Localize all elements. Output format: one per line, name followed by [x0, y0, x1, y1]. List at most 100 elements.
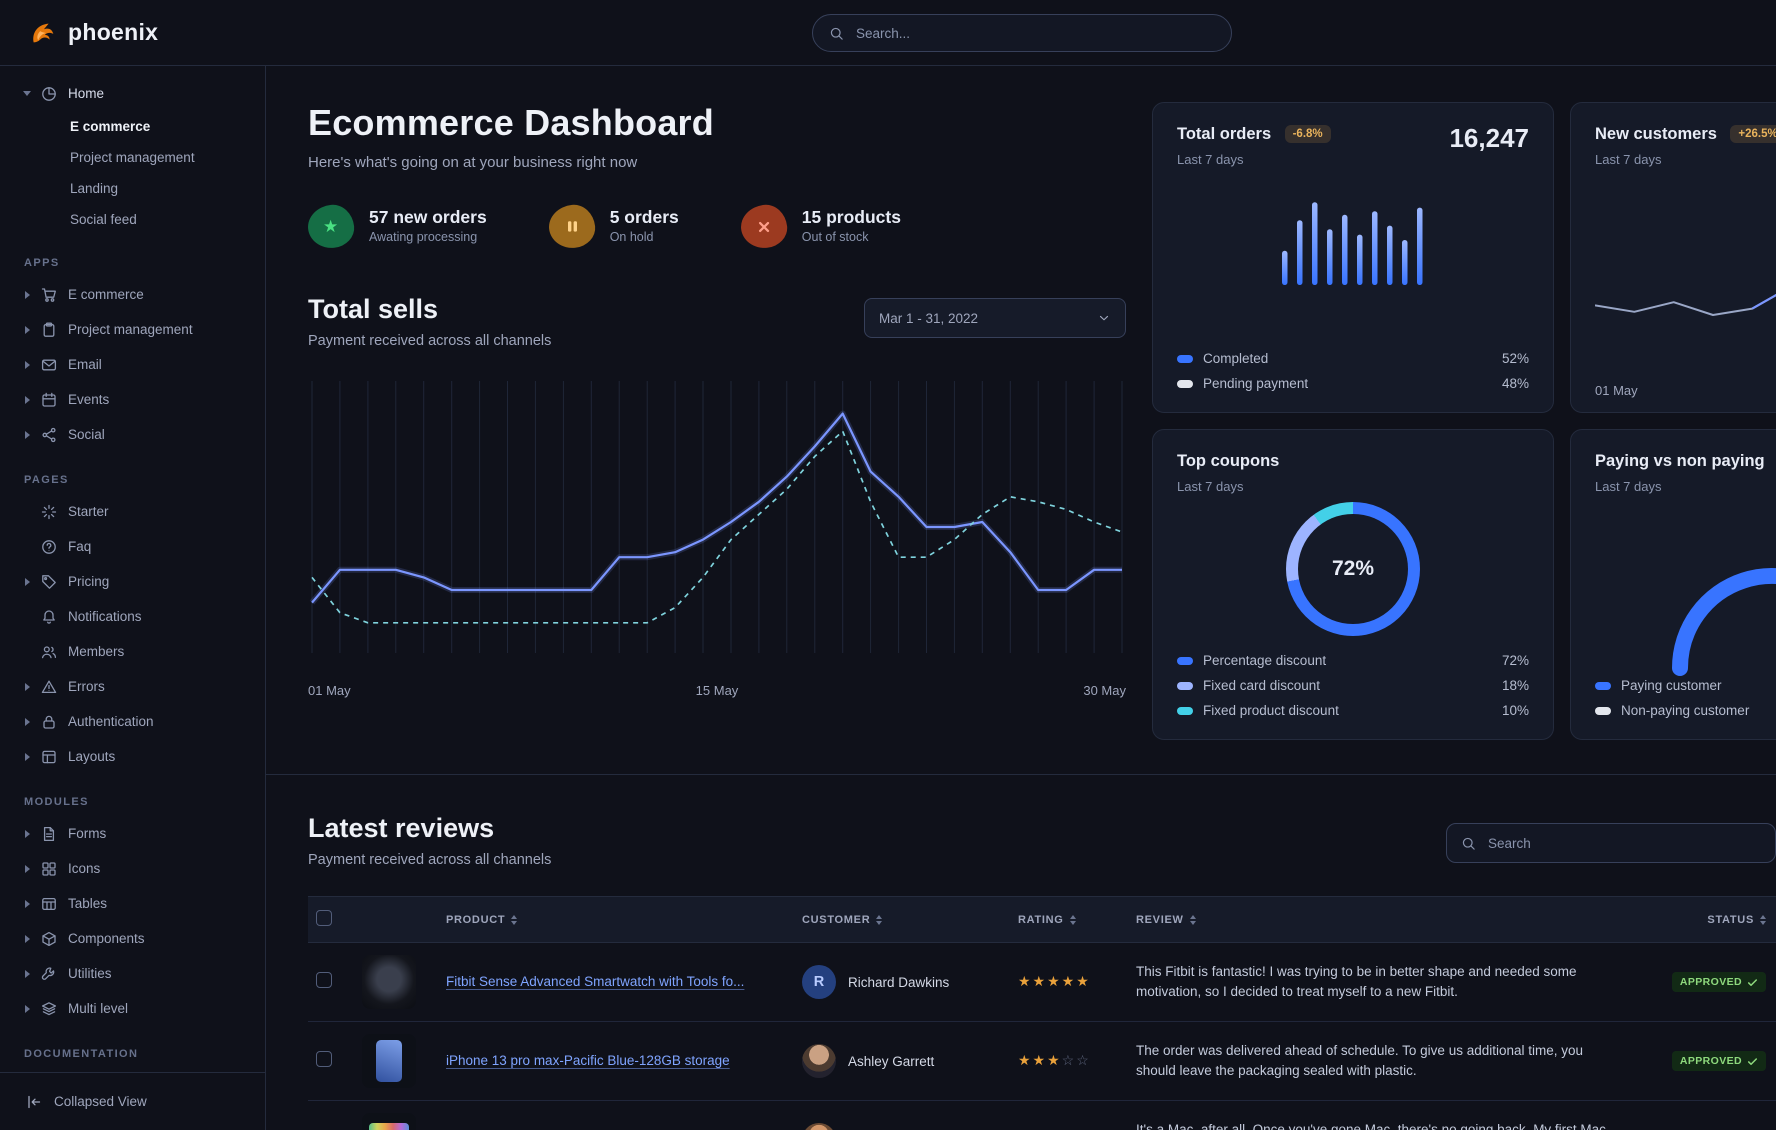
sort-icon[interactable]	[511, 914, 518, 925]
file-icon	[41, 826, 59, 842]
global-search-input[interactable]	[854, 24, 1215, 42]
table-row: iPhone 13 pro max-Pacific Blue-128GB sto…	[308, 1021, 1776, 1101]
table-row: It's a Mac, after all. Once you've gone …	[308, 1100, 1776, 1130]
total-orders-legend: Completed 52% Pending payment 48%	[1177, 346, 1529, 396]
shell: Home E commerce Project management Landing S…	[0, 66, 1776, 1130]
sidebar-item-starter[interactable]: Starter	[12, 494, 253, 529]
help-icon	[41, 539, 59, 555]
date-range-select[interactable]: Mar 1 - 31, 2022	[864, 298, 1126, 338]
avatar	[802, 1044, 836, 1078]
sidebar-subitem-social-feed[interactable]: Social feed	[70, 212, 137, 227]
sidebar-item-tables[interactable]: Tables	[12, 886, 253, 921]
total-sells-title: Total sells	[308, 294, 439, 324]
sidebar-subitem-landing[interactable]: Landing	[70, 181, 119, 196]
total-sells-x-labels: 01 May 15 May 30 May	[308, 683, 1126, 698]
star-icon: ★	[305, 202, 357, 251]
select-all-checkbox[interactable]	[316, 910, 332, 926]
sidebar-item-authentication[interactable]: Authentication	[12, 704, 253, 739]
sidebar-item-utilities[interactable]: Utilities	[12, 956, 253, 991]
sidebar-item-multi-level[interactable]: Multi level	[12, 991, 253, 1026]
sort-icon[interactable]	[876, 914, 883, 925]
column-header-customer[interactable]: CUSTOMER	[794, 896, 1010, 943]
sidebar-item-label: Forms	[68, 826, 107, 841]
column-header-product[interactable]: PRODUCT	[438, 896, 794, 943]
paying-legend: Paying customer Non-paying customer	[1595, 673, 1776, 723]
collapsed-view-toggle[interactable]: Collapsed View	[0, 1072, 265, 1130]
product-link[interactable]: Fitbit Sense Advanced Smartwatch with To…	[446, 974, 745, 989]
reviews-search-input[interactable]	[1486, 834, 1761, 852]
table-row: Fitbit Sense Advanced Smartwatch with To…	[308, 942, 1776, 1022]
sidebar-section-label-pages: PAGES	[24, 474, 69, 486]
sort-icon[interactable]	[1760, 914, 1766, 925]
sidebar-item-components[interactable]: Components	[12, 921, 253, 956]
legend-value: 10%	[1501, 703, 1529, 718]
product-thumbnail[interactable]	[362, 955, 416, 1009]
caret-right-icon	[22, 291, 32, 299]
sidebar: Home E commerce Project management Landing S…	[0, 66, 266, 1130]
sidebar-section-label-apps: APPS	[24, 257, 60, 269]
row-checkbox[interactable]	[316, 1050, 332, 1067]
sidebar-item-label: Errors	[68, 679, 105, 694]
card-total-orders: Total orders -6.8% Last 7 days 16,247 Co…	[1152, 102, 1554, 413]
sidebar-item-social[interactable]: Social	[12, 417, 253, 452]
brand[interactable]: phoenix	[28, 18, 158, 48]
sort-icon[interactable]	[1189, 914, 1196, 925]
column-header-review[interactable]: REVIEW	[1128, 896, 1628, 943]
sidebar-item-e-commerce[interactable]: E commerce	[12, 277, 253, 312]
sidebar-item-errors[interactable]: Errors	[12, 669, 253, 704]
latest-reviews-title: Latest reviews	[308, 813, 495, 843]
legend-row-pending-payment: Pending payment 48%	[1177, 371, 1529, 396]
sidebar-subitem-project-management[interactable]: Project management	[70, 150, 195, 165]
sidebar-item-layouts[interactable]: Layouts	[12, 739, 253, 774]
sidebar-item-home[interactable]: Home	[12, 76, 253, 111]
top-coupons-legend: Percentage discount 72% Fixed card discoun…	[1177, 648, 1529, 723]
caret-right-icon	[22, 431, 32, 439]
total-sells-header: Total sells Payment received across all …	[308, 294, 1126, 349]
brand-name: phoenix	[68, 19, 159, 45]
card-title: New customers	[1595, 125, 1717, 143]
product-thumbnail[interactable]	[362, 1113, 416, 1130]
legend-swatch	[1595, 706, 1611, 715]
sidebar-item-members[interactable]: Members	[12, 634, 253, 669]
clipboard-icon	[41, 322, 59, 338]
sidebar-item-label: Social	[68, 427, 105, 442]
collapse-icon	[26, 1094, 42, 1110]
sidebar-section-label-modules: MODULES	[24, 796, 89, 808]
sidebar-item-faq[interactable]: Faq	[12, 529, 253, 564]
sort-icon[interactable]	[1069, 914, 1076, 925]
sidebar-subitem-e-commerce[interactable]: E commerce	[70, 119, 151, 134]
alert-icon	[41, 679, 59, 695]
rating-stars: ★★★☆☆	[1018, 1052, 1091, 1068]
legend-label: Fixed product discount	[1203, 703, 1339, 718]
total-sells-subtitle: Payment received across all channels	[308, 333, 552, 349]
stat-caption: Out of stock	[801, 230, 869, 244]
product-link[interactable]: iPhone 13 pro max-Pacific Blue-128GB sto…	[446, 1053, 730, 1068]
stat-on-hold: 5 orders On hold	[546, 202, 679, 251]
sidebar-item-pricing[interactable]: Pricing	[12, 564, 253, 599]
customer-name: Richard Dawkins	[848, 974, 950, 990]
global-search[interactable]	[812, 14, 1232, 52]
dashboard-top: Ecommerce Dashboard Here's what's going …	[266, 66, 1776, 740]
legend-row-paying-customer: Paying customer	[1595, 673, 1776, 698]
stat-caption: Awating processing	[369, 230, 478, 244]
sidebar-item-events[interactable]: Events	[12, 382, 253, 417]
page-title: Ecommerce Dashboard	[308, 102, 714, 143]
sidebar-item-email[interactable]: Email	[12, 347, 253, 382]
sidebar-item-label: Components	[68, 931, 145, 946]
column-header-status[interactable]: STATUS	[1628, 896, 1776, 943]
sidebar-item-icons[interactable]: Icons	[12, 851, 253, 886]
status-badge: APPROVED	[1671, 972, 1766, 992]
check-icon	[1747, 1056, 1758, 1067]
row-checkbox[interactable]	[316, 971, 332, 988]
chevron-down-icon	[1097, 311, 1111, 325]
reviews-search[interactable]	[1446, 823, 1776, 863]
sidebar-item-project-management[interactable]: Project management	[12, 312, 253, 347]
product-thumbnail[interactable]	[362, 1034, 416, 1088]
column-header-rating[interactable]: RATING	[1010, 896, 1128, 943]
grid-icon	[41, 861, 59, 877]
sidebar-item-forms[interactable]: Forms	[12, 816, 253, 851]
sidebar-item-label: Icons	[68, 861, 101, 876]
page-subtitle: Here's what's going on at your business …	[308, 154, 638, 171]
x-icon	[738, 202, 789, 251]
sidebar-item-notifications[interactable]: Notifications	[12, 599, 253, 634]
